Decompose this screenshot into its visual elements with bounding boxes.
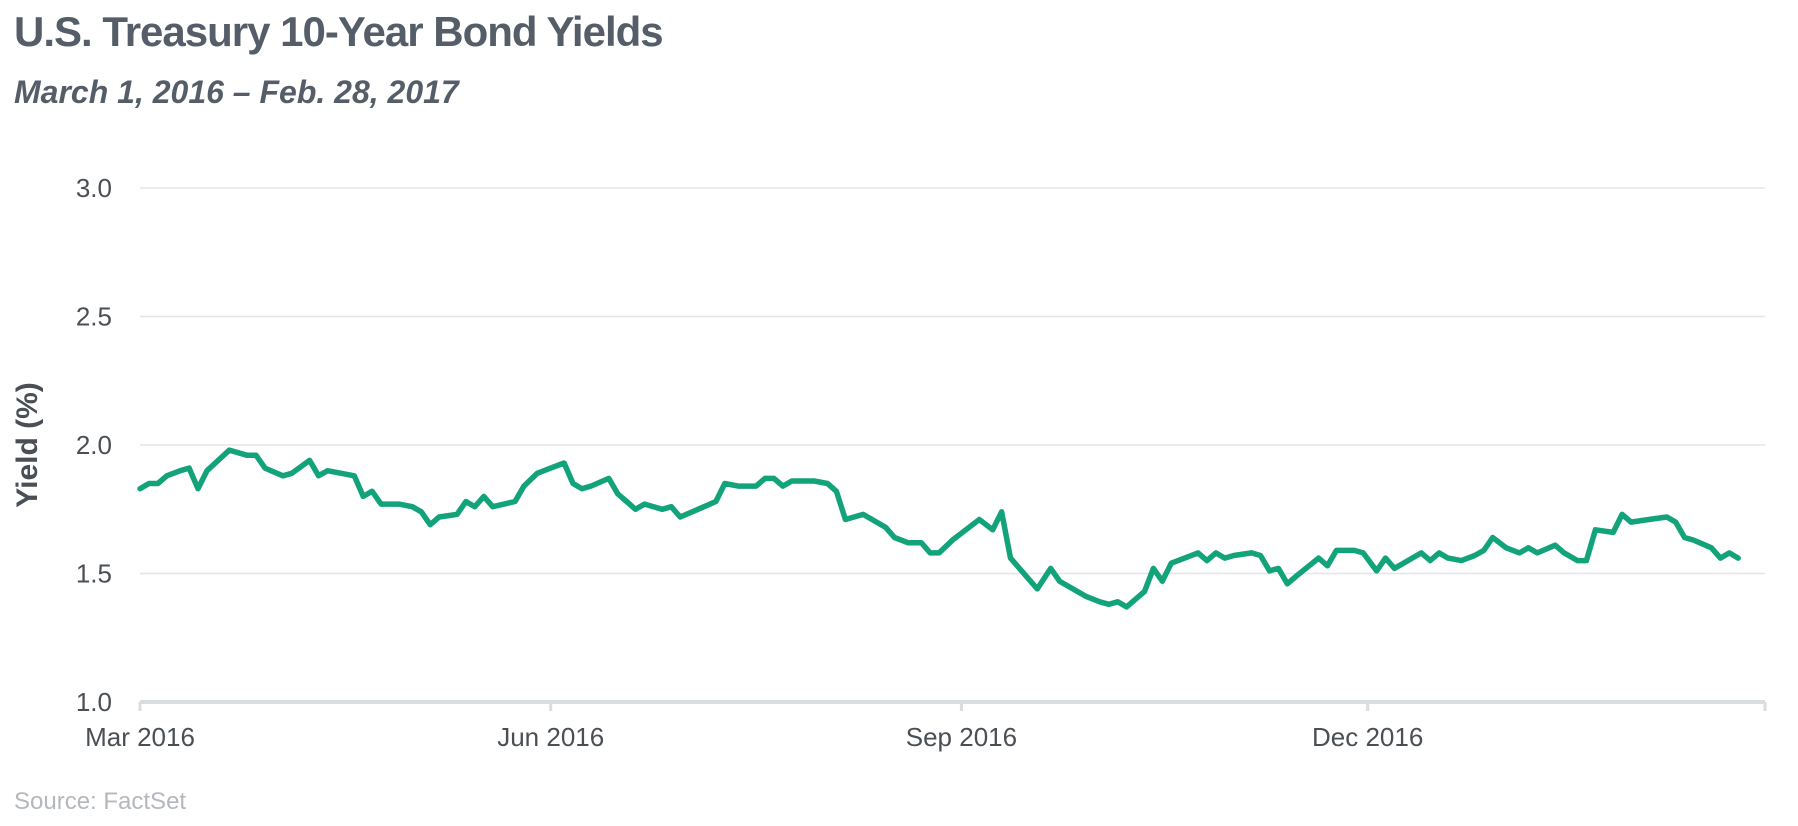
source-note: Source: FactSet [14,788,187,815]
y-tick-label: 1.0 [76,687,112,717]
x-tick-label: Mar 2016 [85,722,195,752]
series-layer [137,447,1741,610]
chart-subtitle: March 1, 2016 – Feb. 28, 2017 [14,74,459,110]
yield-series-line [137,447,1741,610]
y-axis-title: Yield (%) [11,382,44,508]
x-axis-tick-labels: Mar 2016 Jun 2016 Sep 2016 Dec 2016 [85,722,1423,752]
x-tick-label: Sep 2016 [906,722,1017,752]
y-tick-label: 3.0 [76,173,112,203]
x-axis [138,700,1767,711]
y-tick-label: 1.5 [76,559,112,589]
gridlines [140,187,1765,575]
chart-title: U.S. Treasury 10-Year Bond Yields [14,8,664,55]
x-tick-label: Dec 2016 [1312,722,1423,752]
y-axis-tick-labels: 1.0 1.5 2.0 2.5 3.0 [76,173,112,717]
y-tick-label: 2.0 [76,430,112,460]
x-tick-label: Jun 2016 [497,722,604,752]
y-tick-label: 2.5 [76,302,112,332]
